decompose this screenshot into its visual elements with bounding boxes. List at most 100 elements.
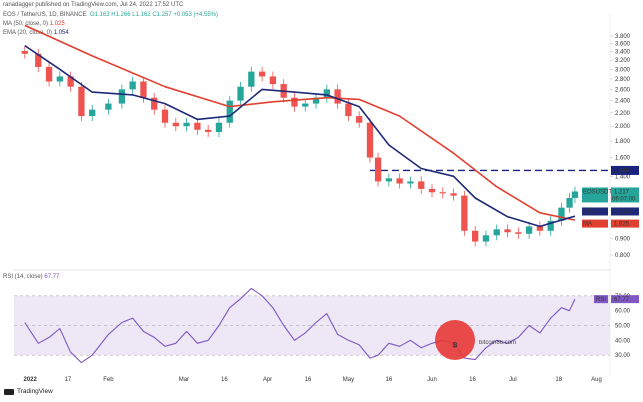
ma-legend-value: 1.025 — [49, 21, 65, 27]
candle-body — [366, 122, 374, 158]
candle-body — [515, 232, 522, 234]
candle-body — [129, 81, 136, 90]
resistance-label: 1.460 — [614, 168, 630, 174]
rsi-tag-label: RSI — [596, 297, 606, 303]
candle-body — [566, 197, 573, 208]
price-tick-label: 0.800 — [615, 253, 631, 259]
price-tag-ema-value: 1.054 — [614, 209, 630, 215]
x-tick-label: Jul — [509, 377, 517, 383]
publisher-line: ranadagger published on TradingView.com,… — [3, 2, 184, 8]
candle-body — [35, 53, 42, 67]
candle-body — [269, 76, 277, 85]
price-tick-label: 2.000 — [615, 124, 631, 130]
candle-body — [118, 89, 126, 104]
price-tick-label: 3.800 — [615, 34, 631, 40]
price-tick-label: 3.000 — [615, 67, 631, 73]
candle-body — [472, 230, 479, 242]
rsi-tag-label-box — [594, 295, 608, 304]
candle-body — [312, 97, 320, 104]
price-tag-eosusdt-time: 06:07:00 — [612, 196, 636, 202]
candle-body — [345, 103, 352, 117]
tradingview-logo: TradingView — [4, 388, 53, 395]
candle-body — [151, 97, 158, 110]
candle-body — [78, 86, 85, 117]
candle-body — [291, 97, 298, 107]
ema-legend-label: EMA (20, close, 0) — [3, 30, 53, 36]
tradingview-brand: TradingView — [17, 388, 53, 395]
x-tick-label: May — [343, 377, 354, 383]
x-tick-label: 2022 — [24, 377, 38, 383]
candle-body — [356, 116, 363, 123]
price-tick-label: 2.400 — [615, 99, 631, 105]
candle-body — [504, 229, 511, 233]
watermark-coin-symbol: ₿ — [453, 342, 458, 349]
candle-body — [334, 89, 341, 104]
ema20-line — [24, 44, 576, 228]
x-tick-label: Apr — [263, 377, 272, 383]
x-tick-label: 16 — [386, 377, 393, 383]
candle-body — [248, 71, 255, 87]
candle-body — [439, 192, 446, 194]
candle-body — [56, 76, 63, 82]
ma-legend: MA (50, close, 0) 1.025 — [3, 21, 65, 27]
resistance-tag — [611, 165, 639, 175]
x-tick-label: Mar — [179, 377, 189, 383]
x-tick-label: Feb — [103, 377, 114, 383]
candle-body — [323, 89, 330, 98]
candle-body — [493, 229, 500, 236]
candle-body — [161, 109, 169, 123]
rsi-legend-value: 67.77 — [44, 274, 60, 280]
ohlc-values: O1.163 H1.266 L1.162 C1.257 +0.053 (+4.5… — [89, 12, 219, 18]
candle-body — [450, 193, 457, 196]
price-tag-ma-label: MA — [583, 222, 592, 228]
candle-body — [302, 103, 309, 107]
x-tick-label: 16 — [305, 377, 312, 383]
price-tick-label: 1.800 — [615, 139, 631, 145]
candle-body — [418, 181, 425, 189]
candle-body — [226, 100, 233, 123]
candle-body — [536, 226, 544, 231]
tradingview-mark-icon — [4, 388, 14, 395]
price-tick-label: 3.400 — [615, 50, 631, 56]
rsi-band — [14, 295, 610, 356]
price-tag-ma-label-box — [582, 219, 608, 228]
ma-legend-label: MA (50, close, 0) — [3, 21, 49, 27]
price-tick-label: 2.200 — [615, 111, 631, 117]
candle-body — [140, 81, 147, 98]
candle-body — [215, 122, 223, 132]
ema-legend-value: 1.054 — [53, 30, 69, 36]
price-tick-label: 1.600 — [615, 156, 631, 162]
candle-body — [89, 109, 96, 117]
candle-body — [21, 50, 28, 54]
x-tick-label: 16 — [221, 377, 228, 383]
candle-body — [67, 76, 74, 87]
candle-body — [194, 122, 201, 130]
price-tag-ema-label-box — [582, 207, 608, 216]
candle-body — [558, 207, 565, 221]
candle-body — [428, 188, 436, 193]
ma50-line — [24, 24, 576, 221]
x-tick-label: Aug — [591, 377, 602, 383]
rsi-tick-label: 30.00 — [615, 353, 631, 359]
price-tick-label: 3.600 — [615, 42, 631, 48]
candle-body — [258, 71, 266, 77]
price-tick-label: 0.900 — [615, 236, 631, 242]
symbol-label: EOS / TetherUS, 1D, BINANCE — [3, 12, 87, 18]
candle-body — [525, 226, 533, 234]
price-tick-label: 2.800 — [615, 77, 631, 83]
price-tag-eosusdt-label: EOSUSDT — [583, 189, 612, 195]
candle-body — [407, 181, 414, 184]
rsi-tag-value-box — [611, 295, 639, 304]
candle-body — [461, 195, 468, 231]
rsi-tick-label: 50.00 — [615, 324, 631, 330]
candle-body — [547, 220, 554, 231]
price-tag-eosusdt-value-box — [611, 187, 639, 203]
candle-body — [45, 66, 53, 82]
price-tag-ema-label: EMA — [583, 209, 596, 215]
price-tag-ma-value: 1.025 — [614, 222, 630, 228]
symbol-ohlc-line: EOS / TetherUS, 1D, BINANCE O1.163 H1.26… — [3, 12, 218, 18]
candle-body — [237, 86, 244, 101]
price-tag-eosusdt-label-box — [582, 187, 608, 203]
rsi-legend: RSI (14, close) 67.77 — [3, 274, 59, 280]
